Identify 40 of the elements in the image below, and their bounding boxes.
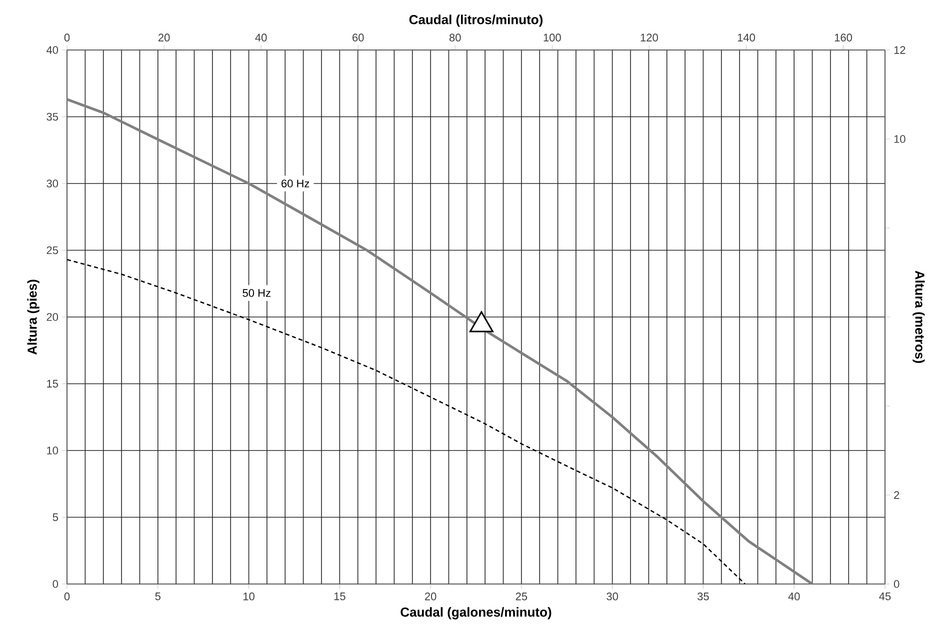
y2-axis-title: Altura (metros) [912,270,925,363]
line-series [67,258,746,584]
y-tick-label: 5 [52,513,58,522]
y-tick-label: 35 [46,112,58,121]
y2-tick-label: 12 [894,46,906,54]
line-series [67,98,814,584]
x2-axis-title: Caudal (litros/minuto) [409,14,543,27]
series-label: 60 Hz [282,180,310,188]
x-axis-title: Caudal (galones/minuto) [400,607,552,620]
x-tick-label: 30 [606,592,618,600]
y-tick-label: 30 [46,180,58,188]
x-tick-label: 45 [879,592,891,600]
x2-tick-label: 20 [158,34,170,42]
series-label: 50 Hz [242,289,270,297]
y-tick-label: 20 [46,313,58,321]
x2-tick-label: 0 [64,34,70,42]
y-tick-label: 15 [47,380,58,388]
y-tick-label: 25 [46,246,58,254]
y-axis-title: Altura (pies) [27,280,40,355]
y2-tick-label: 2 [894,491,900,499]
x-tick-label: 15 [334,592,346,600]
x-tick-label: 5 [155,592,160,600]
y-tick-label: 40 [46,46,58,54]
y2-tick-label: 10 [894,135,906,143]
x-tick-label: 25 [516,592,528,600]
x2-tick-label: 100 [544,34,561,42]
y2-tick-label: 0 [894,580,900,588]
x2-tick-label: 60 [352,34,364,42]
x-tick-label: 10 [243,592,254,600]
x-tick-label: 40 [788,592,800,600]
x-tick-label: 0 [64,592,70,600]
x2-tick-label: 40 [255,34,267,42]
x2-tick-label: 140 [738,34,755,42]
x2-tick-label: 160 [834,34,852,42]
x-tick-label: 20 [424,592,436,600]
x-tick-label: 35 [698,592,709,600]
y-tick-label: 10 [47,446,58,454]
y-tick-label: 0 [52,580,58,588]
x2-tick-label: 120 [640,34,658,42]
x2-tick-label: 80 [449,34,461,42]
